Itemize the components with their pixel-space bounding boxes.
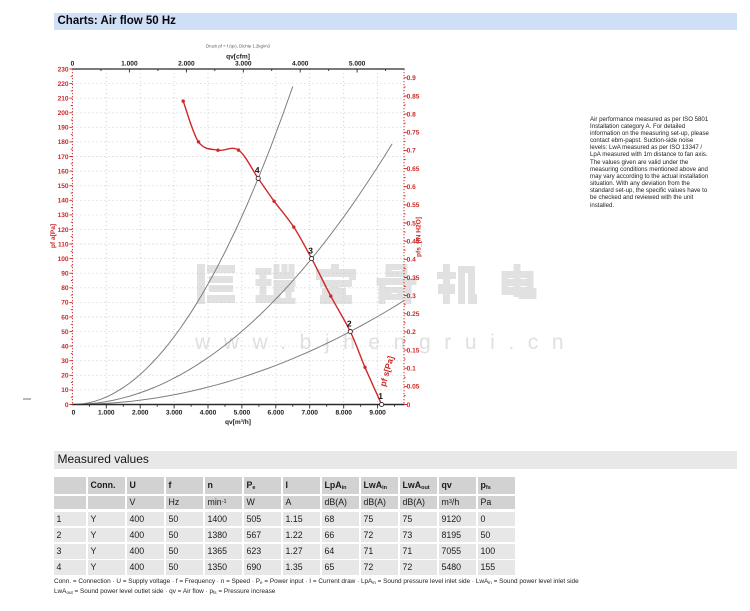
svg-text:pfs_[IN H2O]: pfs_[IN H2O] (416, 217, 423, 257)
svg-text:20: 20 (61, 373, 69, 380)
svg-text:150: 150 (58, 183, 69, 190)
svg-text:0: 0 (65, 402, 69, 409)
svg-text:0.8: 0.8 (407, 111, 416, 118)
svg-text:70: 70 (61, 300, 69, 307)
svg-text:2: 2 (347, 318, 352, 328)
svg-text:3.000: 3.000 (166, 410, 183, 417)
svg-text:110: 110 (58, 241, 69, 248)
svg-text:0.35: 0.35 (407, 275, 420, 282)
svg-text:2.000: 2.000 (178, 61, 195, 68)
svg-text:4.000: 4.000 (292, 61, 309, 68)
svg-text:0.65: 0.65 (407, 166, 420, 173)
svg-text:0.9: 0.9 (407, 75, 416, 82)
svg-text:1.000: 1.000 (98, 410, 115, 417)
svg-text:0.15: 0.15 (407, 347, 420, 354)
svg-text:0.75: 0.75 (407, 130, 420, 137)
svg-text:5.000: 5.000 (234, 410, 251, 417)
svg-text:120: 120 (58, 227, 69, 234)
svg-text:1.000: 1.000 (121, 61, 138, 68)
svg-text:6.000: 6.000 (268, 410, 285, 417)
svg-text:0.45: 0.45 (407, 239, 420, 246)
svg-text:8.000: 8.000 (335, 410, 352, 417)
svg-text:0.25: 0.25 (407, 311, 420, 318)
svg-text:220: 220 (58, 81, 69, 88)
svg-text:10: 10 (61, 387, 69, 394)
svg-text:qv[cfm]: qv[cfm] (226, 54, 250, 61)
svg-text:0.1: 0.1 (407, 366, 416, 373)
svg-text:210: 210 (58, 96, 69, 103)
svg-text:3: 3 (308, 245, 313, 255)
svg-text:pf s[Pa]: pf s[Pa] (378, 355, 396, 388)
svg-text:0.05: 0.05 (407, 384, 420, 391)
svg-text:80: 80 (61, 285, 69, 292)
svg-text:190: 190 (58, 125, 69, 132)
svg-text:90: 90 (61, 271, 69, 278)
svg-text:170: 170 (58, 154, 69, 161)
svg-text:200: 200 (58, 110, 69, 117)
svg-text:0.7: 0.7 (407, 148, 416, 155)
svg-text:40: 40 (61, 343, 69, 350)
svg-text:0.4: 0.4 (407, 257, 416, 264)
svg-text:230: 230 (58, 66, 69, 73)
svg-text:7.000: 7.000 (301, 410, 318, 417)
svg-text:0.2: 0.2 (407, 329, 416, 336)
svg-text:0.3: 0.3 (407, 293, 416, 300)
svg-text:50: 50 (61, 329, 69, 336)
svg-text:1: 1 (378, 391, 383, 401)
svg-text:0: 0 (71, 61, 75, 68)
svg-text:Druck pf = f (qv), Dichte 1.2k: Druck pf = f (qv), Dichte 1.2kg/m3 (206, 44, 271, 49)
svg-text:3.000: 3.000 (235, 61, 252, 68)
svg-text:30: 30 (61, 358, 69, 365)
svg-text:180: 180 (58, 139, 69, 146)
svg-text:4.000: 4.000 (200, 410, 217, 417)
svg-text:140: 140 (58, 198, 69, 205)
svg-text:2.000: 2.000 (132, 410, 149, 417)
svg-text:5.000: 5.000 (349, 61, 366, 68)
svg-text:4: 4 (255, 165, 260, 175)
svg-text:0: 0 (407, 402, 411, 409)
svg-text:9.000: 9.000 (369, 410, 386, 417)
svg-text:pf a[Pa]: pf a[Pa] (50, 224, 57, 248)
svg-text:0: 0 (72, 410, 76, 417)
svg-text:0.6: 0.6 (407, 184, 416, 191)
svg-text:0.55: 0.55 (407, 202, 420, 209)
svg-text:qv[m³/h]: qv[m³/h] (225, 419, 251, 426)
svg-text:60: 60 (61, 314, 69, 321)
svg-text:0.85: 0.85 (407, 93, 420, 100)
svg-text:0.5: 0.5 (407, 220, 416, 227)
svg-text:130: 130 (58, 212, 69, 219)
svg-text:100: 100 (58, 256, 69, 263)
svg-text:160: 160 (58, 168, 69, 175)
